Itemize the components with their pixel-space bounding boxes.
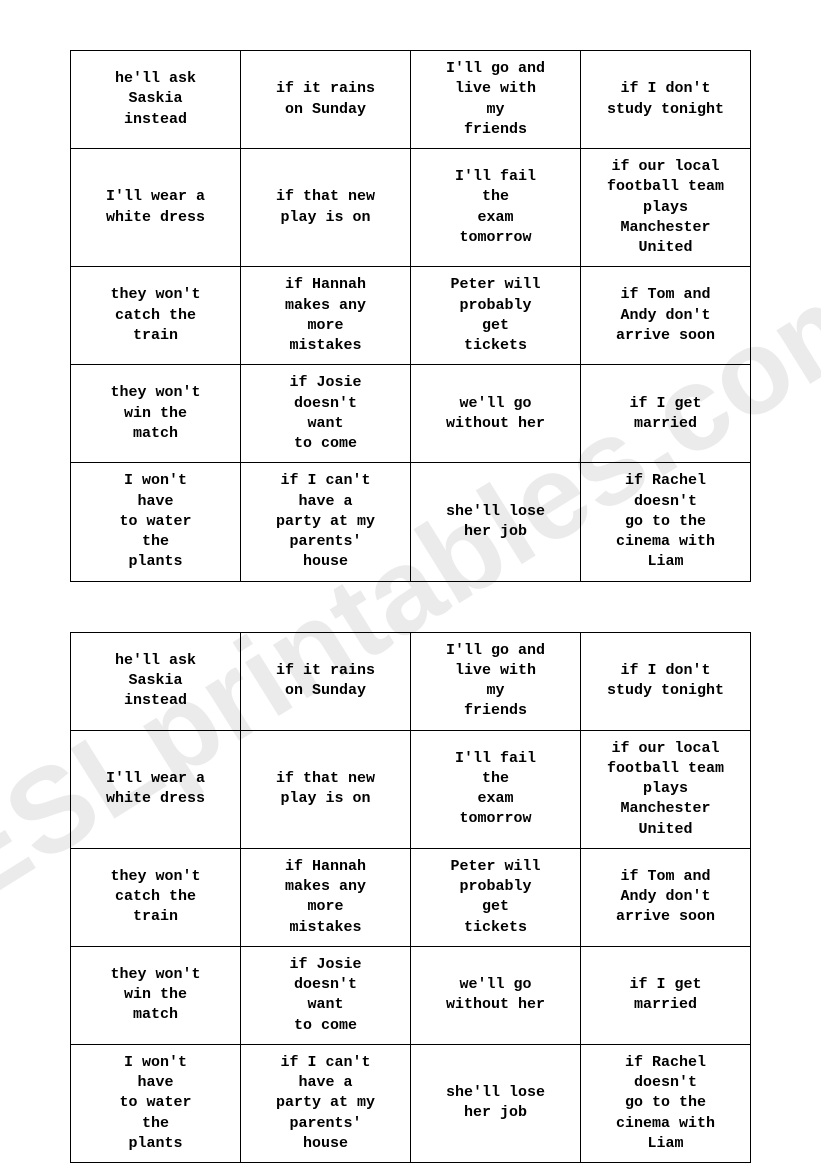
table-row: I'll wear a white dress if that new play… (71, 730, 751, 848)
table-row: I won't have to water the plants if I ca… (71, 1044, 751, 1162)
table-cell: I'll fail the exam tomorrow (411, 149, 581, 267)
table-cell: if I don't study tonight (581, 632, 751, 730)
table-row: he'll ask Saskia instead if it rains on … (71, 51, 751, 149)
table-cell: if I get married (581, 365, 751, 463)
table-row: they won't catch the train if Hannah mak… (71, 848, 751, 946)
table-cell: I'll wear a white dress (71, 149, 241, 267)
table-cell: I'll wear a white dress (71, 730, 241, 848)
table-cell: he'll ask Saskia instead (71, 51, 241, 149)
table-cell: if I don't study tonight (581, 51, 751, 149)
table-cell: she'll lose her job (411, 463, 581, 581)
table-cell: they won't catch the train (71, 267, 241, 365)
table-cell: he'll ask Saskia instead (71, 632, 241, 730)
table-cell: if that new play is on (241, 149, 411, 267)
table-cell: if our local football team plays Manches… (581, 149, 751, 267)
table-cell: if that new play is on (241, 730, 411, 848)
table-cell: if Hannah makes any more mistakes (241, 267, 411, 365)
table-cell: if it rains on Sunday (241, 51, 411, 149)
worksheet-table-1: he'll ask Saskia instead if it rains on … (70, 50, 751, 582)
table-cell: if I can't have a party at my parents' h… (241, 1044, 411, 1162)
table-cell: I'll go and live with my friends (411, 51, 581, 149)
table-row: they won't win the match if Josie doesn'… (71, 365, 751, 463)
table-cell: if Tom and Andy don't arrive soon (581, 848, 751, 946)
table-cell: if it rains on Sunday (241, 632, 411, 730)
table-cell: we'll go without her (411, 365, 581, 463)
table-1-container: he'll ask Saskia instead if it rains on … (70, 50, 751, 582)
table-cell: I won't have to water the plants (71, 1044, 241, 1162)
table-row: I'll wear a white dress if that new play… (71, 149, 751, 267)
table-cell: if I can't have a party at my parents' h… (241, 463, 411, 581)
table-cell: I won't have to water the plants (71, 463, 241, 581)
table-cell: they won't win the match (71, 365, 241, 463)
table-cell: if Rachel doesn't go to the cinema with … (581, 463, 751, 581)
table-2-container: he'll ask Saskia instead if it rains on … (70, 632, 751, 1164)
table-cell: if Josie doesn't want to come (241, 946, 411, 1044)
table-cell: they won't catch the train (71, 848, 241, 946)
table-cell: she'll lose her job (411, 1044, 581, 1162)
table-cell: if Josie doesn't want to come (241, 365, 411, 463)
table-cell: if Rachel doesn't go to the cinema with … (581, 1044, 751, 1162)
table-cell: if Hannah makes any more mistakes (241, 848, 411, 946)
table-cell: if I get married (581, 946, 751, 1044)
table-cell: I'll go and live with my friends (411, 632, 581, 730)
table-cell: we'll go without her (411, 946, 581, 1044)
table-row: they won't catch the train if Hannah mak… (71, 267, 751, 365)
table-cell: Peter will probably get tickets (411, 848, 581, 946)
table-cell: they won't win the match (71, 946, 241, 1044)
table-row: they won't win the match if Josie doesn'… (71, 946, 751, 1044)
table-cell: if our local football team plays Manches… (581, 730, 751, 848)
table-cell: I'll fail the exam tomorrow (411, 730, 581, 848)
content-wrapper: he'll ask Saskia instead if it rains on … (70, 50, 751, 1163)
table-cell: if Tom and Andy don't arrive soon (581, 267, 751, 365)
worksheet-table-2: he'll ask Saskia instead if it rains on … (70, 632, 751, 1164)
table-row: he'll ask Saskia instead if it rains on … (71, 632, 751, 730)
table-row: I won't have to water the plants if I ca… (71, 463, 751, 581)
table-cell: Peter will probably get tickets (411, 267, 581, 365)
